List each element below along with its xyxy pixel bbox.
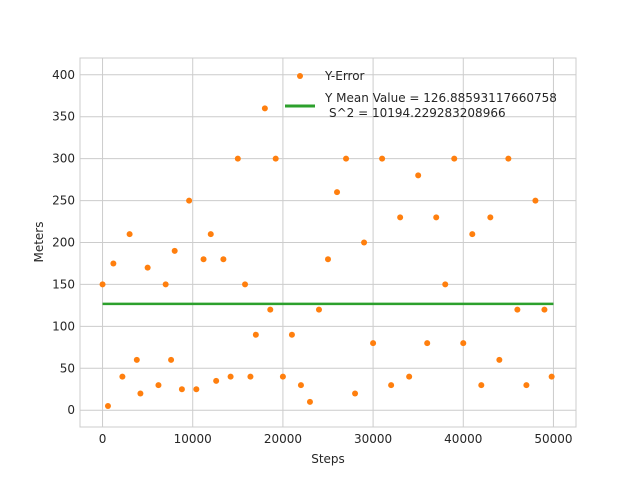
y-error-point-34 <box>343 155 350 162</box>
y-tick-label: 0 <box>67 403 75 417</box>
y-error-point-53 <box>514 306 521 313</box>
y-error-point-43 <box>424 340 431 347</box>
y-error-point-26 <box>272 155 279 162</box>
y-tick-labels: 0 50 100 150 200 250 300 350 400 <box>52 68 75 417</box>
y-error-point-9 <box>162 281 169 288</box>
y-tick-label: 300 <box>52 152 75 166</box>
x-tick-label: 40000 <box>444 432 482 446</box>
y-error-point-4 <box>126 231 133 238</box>
legend-marker-y-error <box>297 73 303 79</box>
y-error-point-50 <box>487 214 494 221</box>
x-tick-label: 20000 <box>264 432 302 446</box>
y-error-point-37 <box>370 340 377 347</box>
y-error-point-21 <box>242 281 249 288</box>
y-error-point-52 <box>505 155 512 162</box>
y-error-point-20 <box>234 155 241 162</box>
y-error-point-33 <box>334 189 341 196</box>
y-error-point-47 <box>460 340 467 347</box>
y-error-point-28 <box>288 331 295 338</box>
x-axis-label: Steps <box>311 452 345 466</box>
y-tick-label: 50 <box>60 361 75 375</box>
y-error-point-32 <box>325 256 331 263</box>
y-error-point-38 <box>379 155 386 162</box>
y-tick-label: 400 <box>52 68 75 82</box>
y-error-point-10 <box>168 356 175 363</box>
y-error-point-41 <box>406 373 413 380</box>
y-error-point-23 <box>252 331 259 338</box>
y-error-point-56 <box>541 306 548 313</box>
y-error-point-57 <box>548 373 555 380</box>
y-tick-label: 250 <box>52 194 75 208</box>
y-error-point-29 <box>297 382 304 389</box>
y-error-point-35 <box>352 390 359 397</box>
y-error-point-39 <box>388 382 395 389</box>
y-error-point-11 <box>171 247 178 254</box>
scatter-points <box>99 105 555 410</box>
y-error-point-3 <box>119 373 126 380</box>
y-error-point-31 <box>315 306 322 313</box>
x-tick-label: 30000 <box>354 432 392 446</box>
y-error-point-36 <box>361 239 368 246</box>
x-tick-label: 0 <box>99 432 107 446</box>
y-error-point-40 <box>397 214 404 221</box>
y-error-point-8 <box>155 382 162 389</box>
x-tick-label: 50000 <box>534 432 572 446</box>
x-tick-labels: 0 10000 20000 30000 40000 50000 <box>99 432 573 446</box>
y-error-point-45 <box>442 281 449 288</box>
y-error-point-51 <box>496 356 503 363</box>
legend-label-y-error: Y-Error <box>324 69 365 83</box>
y-error-point-27 <box>279 373 286 380</box>
y-error-point-6 <box>137 390 144 397</box>
y-error-point-14 <box>193 386 200 393</box>
y-error-point-19 <box>227 373 234 380</box>
y-error-point-42 <box>415 172 422 179</box>
y-error-point-25 <box>267 306 274 313</box>
y-error-point-22 <box>247 373 254 380</box>
y-error-point-15 <box>200 256 207 263</box>
y-error-point-24 <box>261 105 268 112</box>
y-error-point-7 <box>144 264 151 271</box>
y-error-point-30 <box>306 398 313 405</box>
y-tick-label: 100 <box>52 319 75 333</box>
legend-label-mean: Y Mean Value = 126.88593117660758 S^2 = 1… <box>324 91 557 120</box>
y-error-point-18 <box>220 256 227 263</box>
y-error-point-44 <box>433 214 440 221</box>
y-error-point-49 <box>478 382 485 389</box>
y-tick-label: 200 <box>52 236 75 250</box>
y-axis-label: Meters <box>32 221 46 262</box>
y-error-point-2 <box>110 260 117 267</box>
y-error-point-54 <box>523 382 530 389</box>
y-tick-label: 350 <box>52 110 75 124</box>
y-error-point-48 <box>469 231 476 238</box>
y-error-point-13 <box>186 197 193 204</box>
grid <box>80 58 576 427</box>
y-error-point-55 <box>532 197 539 204</box>
y-error-point-16 <box>207 231 214 238</box>
legend: Y-Error Y Mean Value = 126.8859311766075… <box>285 69 557 120</box>
y-error-point-46 <box>451 155 458 162</box>
x-tick-label: 10000 <box>174 432 212 446</box>
y-error-point-1 <box>104 403 111 410</box>
y-error-point-5 <box>133 356 140 363</box>
y-error-point-0 <box>99 281 106 288</box>
y-error-point-17 <box>213 377 220 384</box>
y-tick-label: 150 <box>52 277 75 291</box>
y-error-point-12 <box>178 386 185 393</box>
